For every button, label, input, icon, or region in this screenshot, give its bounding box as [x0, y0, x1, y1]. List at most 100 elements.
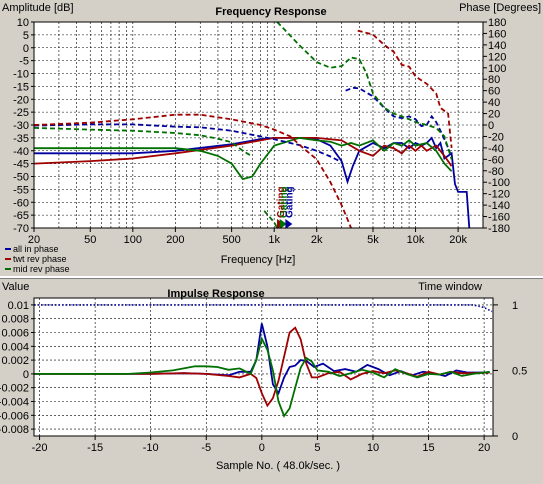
amplitude-axis-label: Amplitude [dB] — [2, 2, 74, 14]
time-window-tick-label: 0.5 — [512, 365, 527, 377]
amplitude-tick-label: -60 — [13, 197, 29, 209]
legend-label-mid-rev-phase: mid rev phase — [13, 264, 70, 274]
series-line-twt-rev-phase-phase — [357, 29, 453, 148]
value-tick-label: 0.01 — [8, 300, 29, 312]
phase-tick-label: -60 — [488, 154, 504, 166]
phase-tick-label: -180 — [488, 223, 510, 235]
amplitude-tick-label: -50 — [13, 172, 29, 184]
phase-axis-label: Phase [Degrees] — [459, 2, 541, 14]
gating-marker-label: Gating — [276, 186, 287, 218]
amplitude-tick-label: -20 — [13, 94, 29, 106]
value-tick-label: -0.008 — [0, 424, 29, 436]
panel-divider — [0, 276, 543, 279]
frequency-series — [33, 21, 471, 229]
value-tick-label: -0.004 — [0, 397, 29, 409]
amplitude-tick-label: -15 — [13, 81, 29, 93]
phase-tick-label: -80 — [488, 166, 504, 178]
impulse-response-panel: 0.010.0080.0060.0040.0020-0.002-0.004-0.… — [0, 281, 527, 472]
amplitude-tick-label: -25 — [13, 107, 29, 119]
time-window-tick-labels: 10.50 — [493, 300, 527, 443]
impulse-series — [34, 304, 493, 418]
value-tick-label: -0.002 — [0, 383, 29, 395]
phase-tick-label: 80 — [488, 74, 500, 86]
sample-tick-label: -5 — [201, 442, 211, 454]
frequency-tick-label: 1k — [268, 234, 280, 246]
phase-tick-label: -100 — [488, 177, 510, 189]
impulse-plot-area[interactable] — [34, 298, 493, 436]
phase-tick-label: -140 — [488, 200, 510, 212]
frequency-tick-labels: 20 50 100 200 500 1k 2k 5k 10k 20k — [28, 228, 467, 246]
sample-tick-label: 0 — [259, 442, 265, 454]
amplitude-tick-label: -30 — [13, 120, 29, 132]
amplitude-tick-label: -40 — [13, 146, 29, 158]
series-line-twt-rev-phase — [34, 326, 490, 408]
frequency-tick-label: 20 — [28, 234, 40, 246]
impulse-plot-border — [33, 297, 494, 437]
series-line-all-in-phase-amplitude — [34, 136, 471, 229]
frequency-tick-label: 2k — [311, 234, 323, 246]
frequency-tick-label: 200 — [166, 234, 184, 246]
time-window-tick-label: 0 — [512, 431, 518, 443]
sample-tick-label: 20 — [478, 442, 490, 454]
series-line-twt-rev-phase-phase — [33, 113, 352, 229]
phase-tick-label: -40 — [488, 143, 504, 155]
frequency-tick-label: 5k — [367, 234, 379, 246]
sample-tick-label: -15 — [87, 442, 103, 454]
value-tick-label: 0.006 — [1, 328, 29, 340]
value-tick-label: 0.002 — [1, 355, 29, 367]
frequency-tick-label: 20k — [449, 234, 467, 246]
frequency-response-title: Frequency Response — [215, 6, 326, 18]
series-line-mid-rev-phase-amplitude — [34, 136, 453, 181]
sample-tick-label: 5 — [314, 442, 320, 454]
phase-tick-label: -20 — [488, 131, 504, 143]
series-line-mid-rev-phase-phase — [263, 210, 278, 229]
amplitude-tick-label: -35 — [13, 133, 29, 145]
gating-marker-arrow[interactable] — [279, 219, 287, 229]
phase-tick-label: 60 — [488, 86, 500, 98]
legend-label-twt-rev-phase: twt rev phase — [13, 254, 67, 264]
phase-tick-label: -120 — [488, 189, 510, 201]
value-tick-label: -0.006 — [0, 410, 29, 422]
phase-tick-label: 120 — [488, 51, 506, 63]
amplitude-tick-label: 5 — [23, 30, 29, 42]
amplitude-tick-label: -55 — [13, 184, 29, 196]
gating-marker-label: Gating — [279, 186, 290, 218]
amplitude-tick-label: 0 — [23, 43, 29, 55]
amplitude-tick-label: -5 — [19, 56, 29, 68]
value-tick-label: 0 — [23, 369, 29, 381]
series-line-time-window — [34, 304, 493, 313]
phase-tick-labels: 180160140120100806040200-20-40-60-80-100… — [483, 17, 510, 235]
series-line-mid-rev-phase-phase — [276, 21, 453, 160]
time-window-axis-label: Time window — [418, 281, 482, 293]
phase-tick-label: -160 — [488, 212, 510, 224]
value-tick-label: 0.004 — [1, 341, 29, 353]
phase-tick-label: 100 — [488, 63, 506, 75]
time-window-tick-label: 1 — [512, 300, 518, 312]
frequency-tick-label: 10k — [407, 234, 425, 246]
frequency-tick-label: 100 — [124, 234, 142, 246]
phase-tick-label: 40 — [488, 97, 500, 109]
amplitude-tick-label: 10 — [17, 17, 29, 29]
frequency-axis-label: Frequency [Hz] — [221, 254, 296, 266]
amplitude-tick-label: -10 — [13, 69, 29, 81]
amplitude-tick-label: -70 — [13, 223, 29, 235]
amplitude-tick-label: -45 — [13, 159, 29, 171]
value-tick-label: 0.008 — [1, 314, 29, 326]
series-line-all-in-phase-phase — [33, 123, 343, 164]
phase-tick-label: 140 — [488, 40, 506, 52]
frequency-tick-label: 50 — [84, 234, 96, 246]
phase-tick-label: 160 — [488, 28, 506, 40]
series-line-all-in-phase-phase — [345, 86, 453, 157]
value-axis-label: Value — [2, 281, 29, 293]
sample-tick-label: 15 — [422, 442, 434, 454]
gating-marker-label: Gating — [284, 186, 295, 218]
panel-divider-shadow — [0, 278, 543, 279]
sample-axis-label: Sample No. ( 48.0k/sec. ) — [216, 460, 340, 472]
phase-tick-label: 20 — [488, 109, 500, 121]
gating-marker-arrow[interactable] — [285, 219, 293, 229]
sample-tick-label: 10 — [367, 442, 379, 454]
value-tick-labels: 0.010.0080.0060.0040.0020-0.002-0.004-0.… — [0, 300, 34, 436]
series-line-mid-rev-phase — [34, 336, 490, 418]
